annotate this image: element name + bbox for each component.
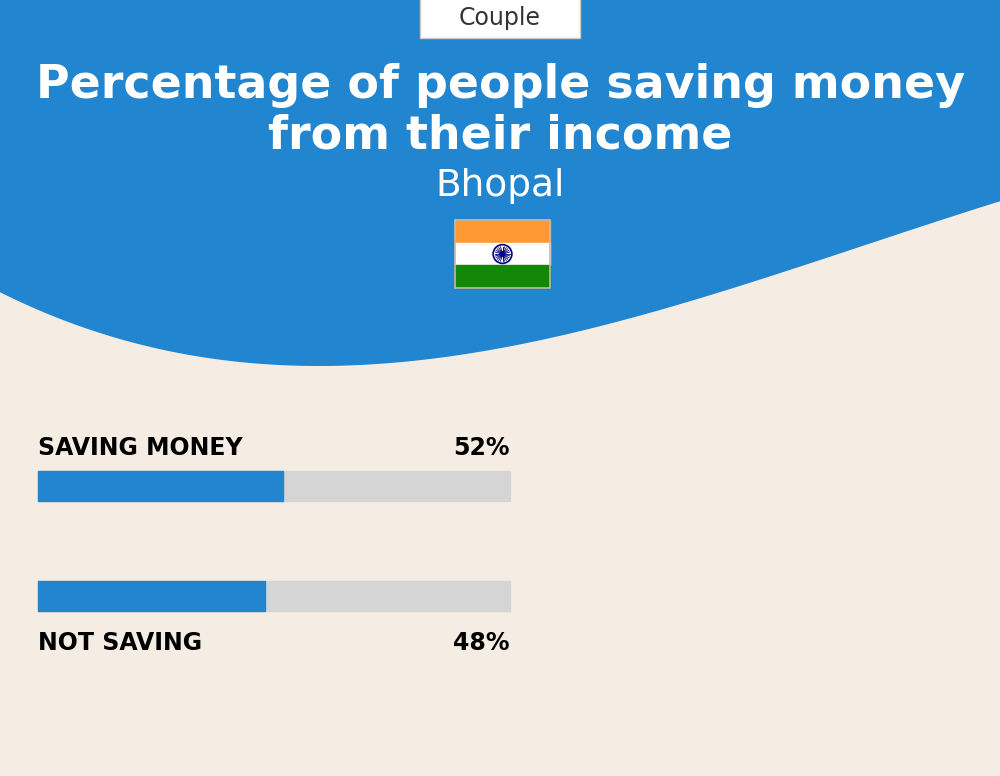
Bar — [38, 581, 265, 611]
Bar — [455, 220, 550, 243]
Circle shape — [500, 251, 505, 256]
Bar — [455, 220, 550, 288]
Bar — [455, 243, 550, 265]
Text: from their income: from their income — [268, 113, 732, 158]
Circle shape — [495, 246, 510, 262]
Bar — [38, 471, 510, 501]
Circle shape — [493, 244, 512, 264]
Bar — [38, 471, 283, 501]
Text: 52%: 52% — [454, 436, 510, 460]
Text: Percentage of people saving money: Percentage of people saving money — [36, 64, 964, 109]
Text: 48%: 48% — [454, 631, 510, 655]
Text: Couple: Couple — [459, 6, 541, 30]
Bar — [38, 581, 510, 611]
Bar — [455, 265, 550, 288]
FancyBboxPatch shape — [420, 0, 580, 38]
Polygon shape — [0, 0, 1000, 365]
Text: SAVING MONEY: SAVING MONEY — [38, 436, 243, 460]
Text: NOT SAVING: NOT SAVING — [38, 631, 202, 655]
Text: Bhopal: Bhopal — [435, 168, 565, 204]
